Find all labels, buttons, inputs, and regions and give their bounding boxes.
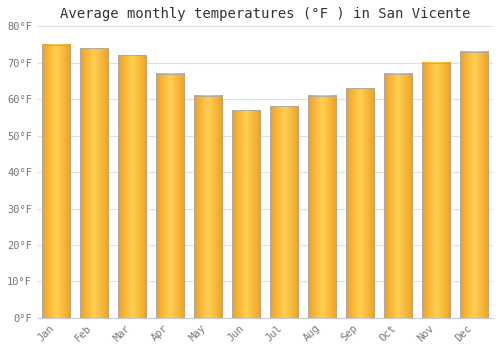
Bar — [308, 96, 336, 318]
Bar — [156, 74, 184, 318]
Bar — [346, 88, 374, 318]
Bar — [80, 48, 108, 318]
Bar — [270, 106, 298, 318]
Bar — [42, 44, 70, 318]
Bar — [460, 52, 488, 318]
Bar — [232, 110, 260, 318]
Title: Average monthly temperatures (°F ) in San Vicente: Average monthly temperatures (°F ) in Sa… — [60, 7, 470, 21]
Bar — [118, 55, 146, 318]
Bar — [384, 74, 412, 318]
Bar — [422, 63, 450, 318]
Bar — [194, 96, 222, 318]
